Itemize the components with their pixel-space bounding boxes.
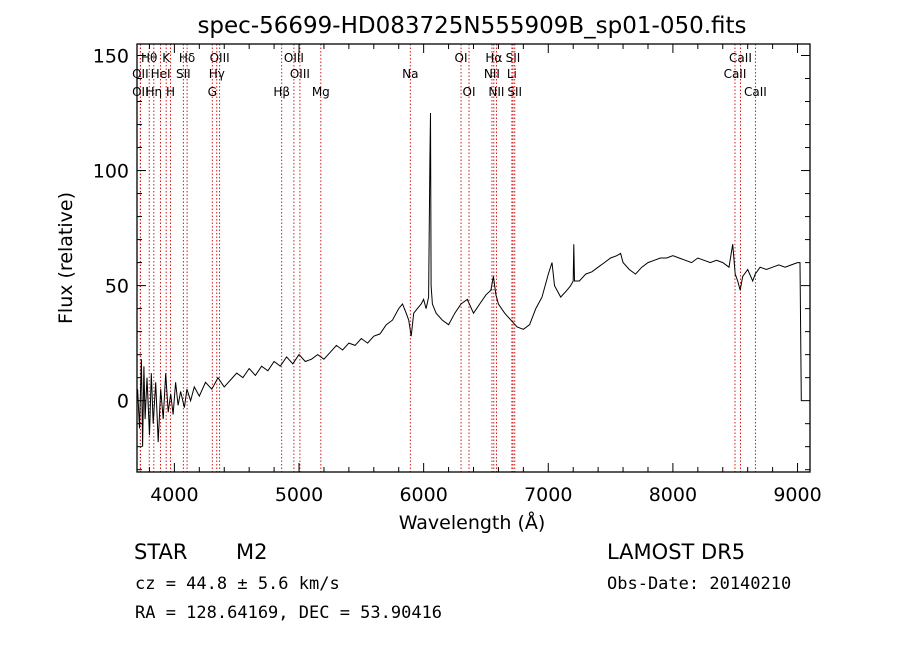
object-class: STAR <box>134 540 188 564</box>
x-tick-label: 6000 <box>399 484 447 506</box>
spectral-line-label: OIII <box>284 51 304 65</box>
spectral-line-label: OI <box>463 85 476 99</box>
x-axis-label: Wavelength (Å) <box>399 511 546 534</box>
x-tick-label: 9000 <box>773 484 821 506</box>
spectral-line-label: CaII <box>744 85 767 99</box>
obs-date: Obs-Date: 20140210 <box>607 574 792 594</box>
redshift-readout: cz = 44.8 ± 5.6 km/s <box>135 574 340 594</box>
spectral-line-label: Na <box>402 67 418 81</box>
y-tick-label: 100 <box>93 161 129 183</box>
subclass: M2 <box>236 540 268 564</box>
spectral-line-label: OII <box>132 85 149 99</box>
y-tick-label: 0 <box>117 391 129 413</box>
spectral-line-label: CaII <box>729 51 752 65</box>
spectral-line-label: SII <box>507 85 522 99</box>
x-tick-label: 8000 <box>649 484 697 506</box>
spectral-line-label: Hθ <box>141 51 157 65</box>
survey-name: LAMOST DR5 <box>607 540 746 564</box>
y-axis-label: Flux (relative) <box>55 192 77 324</box>
spectral-line-label: OIII <box>290 67 310 81</box>
y-tick-label: 50 <box>105 276 129 298</box>
spectral-line-label: OIII <box>210 51 230 65</box>
spectral-line-label: Hη <box>146 85 163 99</box>
y-axis: 0 50 100 150 <box>93 46 810 471</box>
plot-frame <box>136 43 811 473</box>
spectral-line-label: K <box>162 51 171 65</box>
spectral-line-label: G <box>208 85 217 99</box>
spectral-line-label: SII <box>506 51 521 65</box>
spectral-line-label: Hβ <box>273 85 290 99</box>
spectrum-line <box>137 112 802 447</box>
chart-title: spec-56699-HD083725N555909B_sp01-050.fit… <box>197 13 746 39</box>
spectral-line-label: Mg <box>312 85 330 99</box>
y-tick-label: 150 <box>93 46 129 68</box>
spectral-line-label: OI <box>455 51 468 65</box>
coordinates: RA = 128.64169, DEC = 53.90416 <box>135 603 443 623</box>
spectral-line-label: SII <box>176 67 191 81</box>
x-tick-label: 7000 <box>524 484 572 506</box>
spectral-line-label: Li <box>507 67 517 81</box>
x-tick-label: 4000 <box>150 484 198 506</box>
plot-area <box>137 112 802 447</box>
spectral-line-label: Hγ <box>209 67 225 81</box>
spectral-line-label: HeI <box>151 67 171 81</box>
spectral-line-label: CaII <box>724 67 747 81</box>
spectral-line-label: H <box>166 85 175 99</box>
spectral-line-label: OII <box>132 67 149 81</box>
spectral-line-label: Hα <box>485 51 502 65</box>
spectral-line-label: Hδ <box>179 51 195 65</box>
spectral-line-label: NII <box>484 67 500 81</box>
x-axis: 4000 5000 6000 7000 8000 9000 <box>148 44 822 506</box>
x-tick-label: 5000 <box>275 484 323 506</box>
spectral-line-label: NII <box>488 85 504 99</box>
